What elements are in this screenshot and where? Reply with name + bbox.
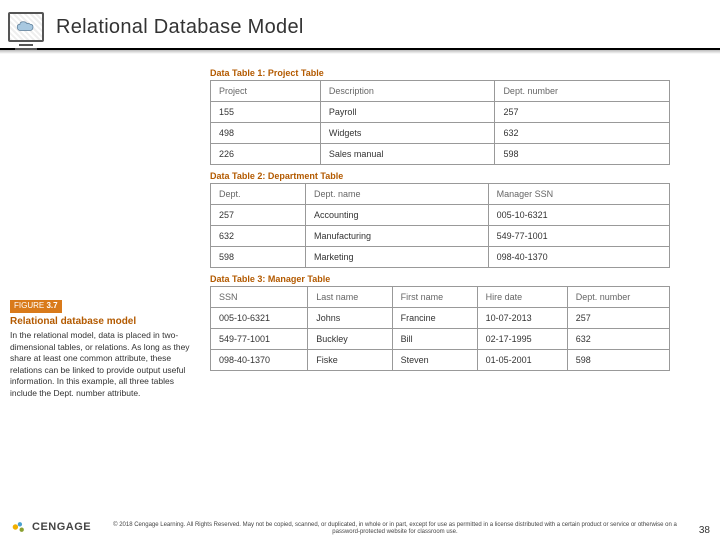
col-header: Hire date: [477, 287, 567, 308]
figure-sidebar: FIGURE 3.7 Relational database model In …: [10, 300, 190, 399]
tables-area: Data Table 1: Project Table Project Desc…: [210, 68, 670, 371]
table-caption-project: Data Table 1: Project Table: [210, 68, 670, 78]
col-header: Dept. number: [495, 81, 670, 102]
department-table: Dept. Dept. name Manager SSN 257Accounti…: [210, 183, 670, 268]
cell: 257: [211, 205, 306, 226]
cell: Manufacturing: [305, 226, 488, 247]
copyright-text: © 2018 Cengage Learning. All Rights Rese…: [91, 522, 699, 536]
cell: 498: [211, 123, 321, 144]
col-header: Dept. number: [567, 287, 669, 308]
cell: 257: [567, 308, 669, 329]
cell: Buckley: [308, 329, 392, 350]
cell: 005-10-6321: [211, 308, 308, 329]
col-header: Dept.: [211, 184, 306, 205]
monitor-icon: [8, 12, 44, 42]
table-row: 155Payroll257: [211, 102, 670, 123]
cell: Francine: [392, 308, 477, 329]
cell: 005-10-6321: [488, 205, 669, 226]
cell: Steven: [392, 350, 477, 371]
cell: Fiske: [308, 350, 392, 371]
cell: 10-07-2013: [477, 308, 567, 329]
brand-logo-icon: [10, 518, 28, 536]
table-row: 005-10-6321JohnsFrancine10-07-2013257: [211, 308, 670, 329]
table-header-row: SSN Last name First name Hire date Dept.…: [211, 287, 670, 308]
page-number: 38: [699, 525, 710, 536]
cell: 632: [211, 226, 306, 247]
col-header: Description: [320, 81, 495, 102]
slide-content: Data Table 1: Project Table Project Desc…: [0, 54, 720, 371]
cell: Widgets: [320, 123, 495, 144]
figure-title: Relational database model: [10, 315, 190, 329]
table-row: 549-77-1001BuckleyBill02-17-1995632: [211, 329, 670, 350]
table-row: 226Sales manual598: [211, 144, 670, 165]
cell: 632: [495, 123, 670, 144]
brand-name: CENGAGE: [32, 521, 91, 533]
cell: Sales manual: [320, 144, 495, 165]
cell: Accounting: [305, 205, 488, 226]
table-row: 598Marketing098-40-1370: [211, 247, 670, 268]
cell: 01-05-2001: [477, 350, 567, 371]
col-header: Project: [211, 81, 321, 102]
cell: 598: [495, 144, 670, 165]
col-header: SSN: [211, 287, 308, 308]
cloud-icon: [15, 20, 37, 34]
slide-footer: CENGAGE © 2018 Cengage Learning. All Rig…: [0, 518, 720, 536]
figure-label: FIGURE 3.7: [10, 300, 62, 313]
table-row: 632Manufacturing549-77-1001: [211, 226, 670, 247]
slide-title: Relational Database Model: [56, 16, 304, 39]
col-header: Last name: [308, 287, 392, 308]
figure-body: In the relational model, data is placed …: [10, 330, 190, 399]
cell: 155: [211, 102, 321, 123]
col-header: Dept. name: [305, 184, 488, 205]
cell: 598: [567, 350, 669, 371]
cell: Johns: [308, 308, 392, 329]
cell: 098-40-1370: [211, 350, 308, 371]
cell: Payroll: [320, 102, 495, 123]
col-header: Manager SSN: [488, 184, 669, 205]
cell: Bill: [392, 329, 477, 350]
manager-table: SSN Last name First name Hire date Dept.…: [210, 286, 670, 371]
cell: 549-77-1001: [211, 329, 308, 350]
cell: 226: [211, 144, 321, 165]
table-row: 098-40-1370FiskeSteven01-05-2001598: [211, 350, 670, 371]
cell: 257: [495, 102, 670, 123]
cell: 098-40-1370: [488, 247, 669, 268]
figure-number: 3.7: [46, 301, 57, 310]
table-row: 498Widgets632: [211, 123, 670, 144]
col-header: First name: [392, 287, 477, 308]
figure-label-prefix: FIGURE: [14, 301, 44, 310]
table-header-row: Dept. Dept. name Manager SSN: [211, 184, 670, 205]
table-caption-department: Data Table 2: Department Table: [210, 171, 670, 181]
table-row: 257Accounting005-10-6321: [211, 205, 670, 226]
table-caption-manager: Data Table 3: Manager Table: [210, 274, 670, 284]
cell: Marketing: [305, 247, 488, 268]
cell: 632: [567, 329, 669, 350]
brand-logo: CENGAGE: [10, 518, 91, 536]
project-table: Project Description Dept. number 155Payr…: [210, 80, 670, 165]
cell: 598: [211, 247, 306, 268]
cell: 02-17-1995: [477, 329, 567, 350]
cell: 549-77-1001: [488, 226, 669, 247]
slide-header: Relational Database Model: [0, 0, 720, 50]
monitor-base: [15, 48, 37, 50]
table-header-row: Project Description Dept. number: [211, 81, 670, 102]
